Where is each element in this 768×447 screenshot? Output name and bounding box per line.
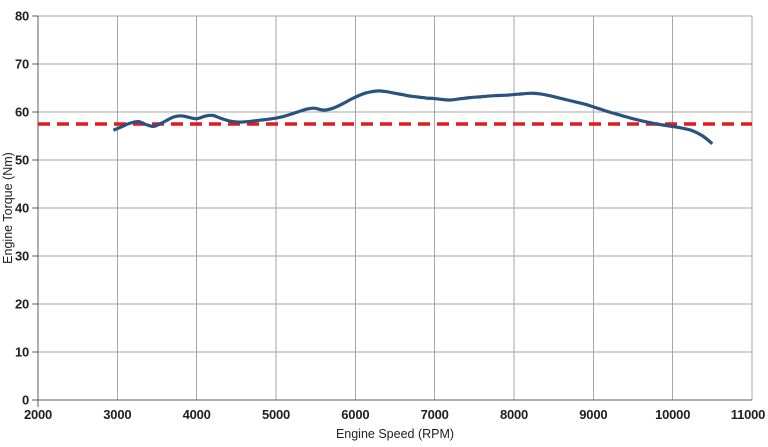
y-tick-label: 30 — [15, 249, 29, 264]
x-tick-labels: 2000 3000 4000 5000 6000 7000 8000 9000 10000 110… — [24, 407, 765, 422]
y-tick-label: 0 — [22, 393, 29, 408]
y-axis-title: Engine Torque (Nm) — [1, 152, 15, 264]
x-tick-label: 4000 — [183, 407, 211, 422]
x-tick-label: 8000 — [500, 407, 528, 422]
y-tick-label: 10 — [15, 345, 29, 360]
x-tick-label: 9000 — [579, 407, 607, 422]
x-tick-label: 6000 — [341, 407, 369, 422]
x-tick-label: 3000 — [103, 407, 131, 422]
y-tick-label: 80 — [15, 9, 29, 24]
gridlines — [38, 15, 753, 400]
x-axis-title: Engine Speed (RPM) — [336, 427, 454, 441]
x-tick-label: 5000 — [262, 407, 290, 422]
y-tick-label: 50 — [15, 153, 29, 168]
engine-torque-curve — [112, 89, 714, 145]
x-tick-label: 7000 — [421, 407, 449, 422]
y-tick-labels: 0 10 20 30 40 50 60 70 80 — [15, 9, 29, 408]
x-tick-label: 10000 — [655, 407, 690, 422]
x-tick-label: 11000 — [731, 407, 765, 422]
x-tick-label: 2000 — [24, 407, 52, 422]
y-tick-label: 70 — [15, 57, 29, 72]
tick-marks — [32, 15, 39, 407]
y-tick-label: 40 — [15, 201, 29, 216]
data-series — [38, 89, 752, 145]
y-tick-label: 20 — [15, 297, 29, 312]
y-tick-label: 60 — [15, 105, 29, 120]
